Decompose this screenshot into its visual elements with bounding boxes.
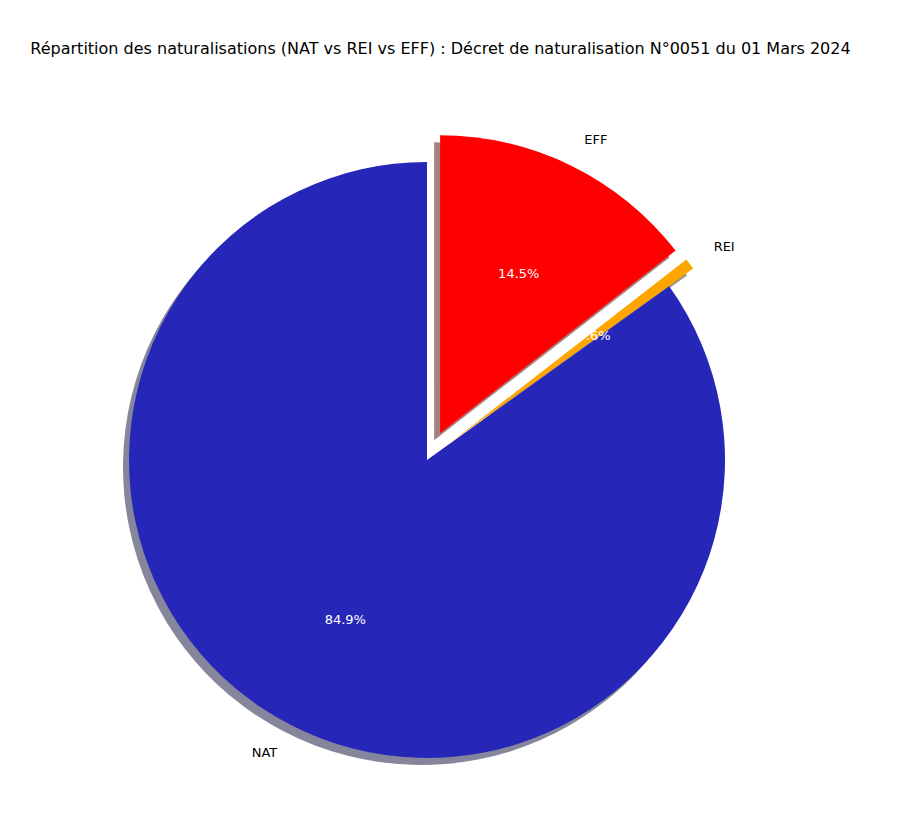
slice-label: REI: [714, 239, 735, 254]
data-label: 0.6%: [578, 328, 611, 343]
slice-label: EFF: [584, 132, 607, 147]
chart: Répartition des naturalisations (NAT vs …: [0, 0, 897, 815]
data-label: 14.5%: [498, 266, 539, 281]
data-label: 84.9%: [325, 612, 366, 627]
slices: [129, 135, 725, 758]
title: Répartition des naturalisations (NAT vs …: [30, 39, 850, 58]
slice-label: NAT: [252, 745, 278, 760]
slice: [440, 135, 675, 433]
